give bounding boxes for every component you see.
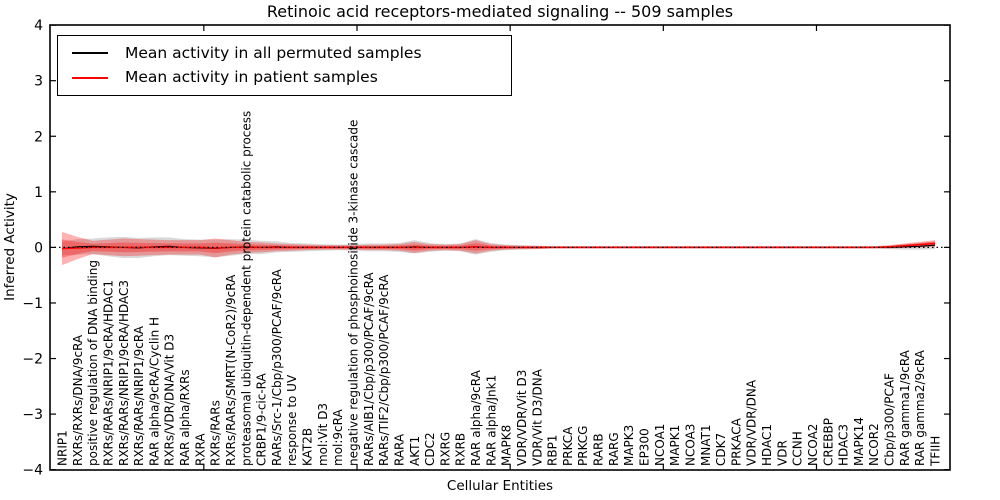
x-tick-label: CREBBP [821,418,835,466]
x-tick-label: AKT1 [408,436,422,466]
x-tick-label: NCOA3 [683,424,697,466]
x-tick-label: RARA [392,433,406,466]
x-tick-label: mol:9cRA [331,409,345,466]
x-tick-label: HDAC3 [837,424,851,466]
x-tick-label: positive regulation of DNA binding [86,260,100,466]
x-tick-label: RAR alpha/9cRA [469,369,483,466]
y-tick-label: −3 [22,407,43,423]
x-tick-label: RAR alpha/9cRA/Cyclin H [147,317,161,466]
x-tick-label: MAPK3 [622,425,636,466]
legend-entry-patient: Mean activity in patient samples [72,68,505,86]
x-tick-label: PRKCG [576,426,590,466]
y-tick-label: 2 [34,129,43,145]
legend: Mean activity in all permuted samples Me… [57,35,512,96]
x-tick-label: RXRs/RXRs/DNA/9cRA [71,334,85,466]
x-tick-label: RXRs/RARs/SMRT(N-CoR2)/9cRA [224,274,238,466]
y-tick-label: 0 [34,240,43,256]
x-tick-label: MAPK8 [500,425,514,466]
permuted-line-swatch [72,52,108,55]
x-tick-label: RXRA [193,433,207,466]
x-tick-label: RXRs/VDR/DNA/Vit D3 [163,334,177,466]
x-tick-label: CRBP1/9-cic-RA [255,372,269,466]
x-tick-label: NCOR2 [867,423,881,466]
x-tick-label: CCNH [791,431,805,466]
x-tick-label: MNAT1 [699,424,713,466]
x-tick-label: EP300 [638,428,652,466]
x-tick-label: NRIP1 [56,430,70,466]
y-tick-label: 4 [34,18,43,34]
patient-line-swatch [72,76,108,79]
legend-entry-permuted: Mean activity in all permuted samples [72,43,505,62]
y-tick-label: −1 [22,296,43,312]
x-tick-label: KAT2B [301,428,315,466]
x-tick-label: RXRs/RARs/NRIP1/9cRA [132,325,146,466]
x-tick-label: TFIIH [929,436,943,467]
x-tick-label: RXRs/RARs [209,400,223,466]
x-tick-label: RARs/TIF2/Cbp/p300/PCAF/9cRA [377,274,391,466]
x-tick-label: RXRs/RARs/NRIP1/9cRA/HDAC1 [101,280,115,466]
x-tick-label: mol:Vit D3 [316,403,330,466]
y-tick-label: 3 [34,74,43,90]
x-tick-label: VDR/VDR/Vit D3 [515,370,529,466]
x-tick-label: RAR gamma1/9cRA [898,349,912,466]
x-tick-label: VDR/VDR/DNA [745,379,759,466]
x-tick-label: RAR alpha/Jnk1 [484,375,498,466]
x-tick-label: RARB [592,433,606,466]
x-tick-label: RAR alpha/RXRs [178,369,192,466]
x-tick-label: HDAC1 [760,424,774,466]
x-tick-label: RXRB [454,433,468,466]
x-tick-label: RBP1 [546,435,560,466]
x-tick-label: RARs/Src-1/Cbp/p300/PCAF/9cRA [270,268,284,466]
x-tick-label: VDR [775,440,789,466]
x-tick-label: NCOA1 [653,424,667,466]
x-tick-label: RARG [607,432,621,466]
y-tick-label: −4 [22,463,43,479]
x-tick-label: response to UV [285,374,299,466]
chart-title: Retinoic acid receptors-mediated signali… [266,2,734,21]
x-tick-label: Cbp/p300/PCAF [883,373,897,466]
y-axis-label: Inferred Activity [2,193,18,301]
x-tick-label: PRKACA [729,417,743,466]
x-tick-label: negative regulation of phosphoinositide … [347,120,361,466]
x-tick-label: NCOA2 [806,424,820,466]
x-tick-label: RAR gamma2/9cRA [913,349,927,466]
x-tick-label: MAPK1 [668,425,682,466]
x-tick-label: PRKCA [561,426,575,466]
x-tick-label: MAPK14 [852,417,866,466]
x-tick-label: VDR/Vit D3/DNA [530,368,544,466]
legend-label-patient: Mean activity in patient samples [125,68,378,86]
legend-label-permuted: Mean activity in all permuted samples [125,43,422,62]
patient-band-inner [62,239,936,258]
y-tick-label: −2 [22,352,43,368]
x-tick-label: proteasomal ubiquitin-dependent protein … [239,111,253,466]
x-tick-label: RXRG [438,432,452,466]
x-tick-label: CDK7 [714,433,728,466]
y-tick-label: 1 [34,185,43,201]
x-tick-label: RXRs/RARs/NRIP1/9cRA/HDAC3 [117,280,131,466]
x-tick-label: RARs/AIB1/Cbp/p300/PCAF/9cRA [362,272,376,466]
patient-band-outer [62,231,936,266]
x-axis-label: Cellular Entities [446,478,554,494]
x-tick-label: CDC2 [423,432,437,466]
